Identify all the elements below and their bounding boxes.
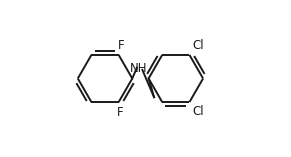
Text: F: F: [117, 106, 124, 119]
Text: F: F: [118, 39, 124, 52]
Text: Cl: Cl: [192, 105, 204, 118]
Text: Cl: Cl: [192, 39, 204, 52]
Text: NH: NH: [130, 62, 147, 75]
